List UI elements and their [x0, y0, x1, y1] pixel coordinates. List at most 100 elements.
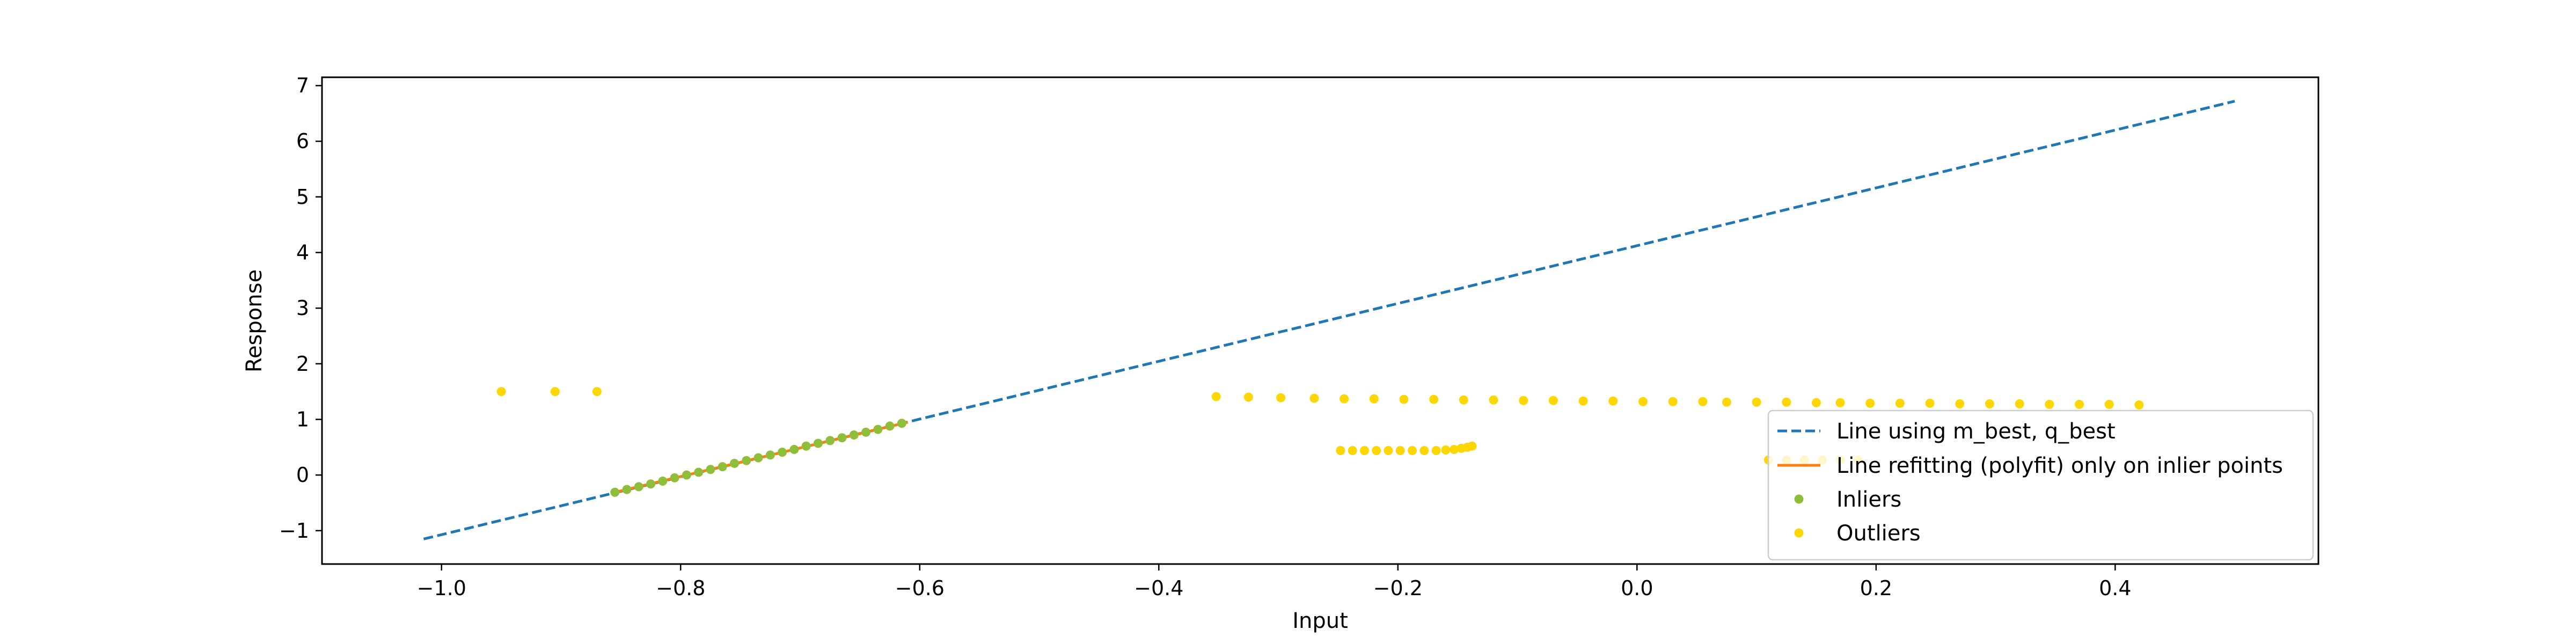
inlier-point — [646, 479, 656, 489]
outlier-point — [1548, 396, 1558, 405]
inlier-point — [825, 436, 835, 445]
x-tick-label: 0.0 — [1621, 576, 1653, 600]
inlier-point — [778, 448, 787, 457]
outlier-point — [1348, 446, 1357, 456]
outlier-point — [1336, 446, 1345, 456]
outlier-point — [2045, 400, 2054, 409]
inlier-point — [730, 458, 740, 468]
outlier-point — [1608, 396, 1618, 406]
inlier-point — [861, 427, 871, 437]
outlier-point — [2015, 399, 2024, 408]
inlier-point — [622, 485, 632, 494]
inlier-point — [706, 465, 715, 474]
outlier-point — [1955, 399, 1965, 408]
outlier-point — [1384, 446, 1393, 456]
outlier-point — [1309, 393, 1319, 403]
outlier-point — [1399, 394, 1409, 404]
inlier-point — [849, 430, 859, 440]
outlier-point — [1925, 398, 1935, 408]
outlier-point — [2134, 400, 2144, 410]
legend-box — [1767, 409, 2314, 561]
outlier-point — [1395, 446, 1405, 456]
outlier-point — [1668, 397, 1678, 406]
outlier-point — [1811, 398, 1821, 407]
y-axis-label: Response — [242, 269, 267, 372]
outlier-point — [1276, 393, 1285, 402]
x-tick-label: −0.4 — [1134, 576, 1183, 600]
outlier-point — [1722, 397, 1731, 407]
outlier-point — [1211, 392, 1221, 401]
axes-frame — [321, 76, 2319, 565]
inlier-point — [753, 453, 763, 463]
y-tick-label: 6 — [296, 129, 309, 153]
inlier-point — [682, 470, 691, 480]
y-tick-label: 5 — [296, 185, 309, 209]
y-tick-label: 1 — [296, 407, 309, 431]
outlier-point — [1638, 397, 1648, 406]
inlier-point — [658, 477, 668, 486]
outlier-point — [1782, 397, 1791, 407]
outlier-point — [2104, 400, 2114, 409]
x-tick-label: −0.6 — [895, 576, 945, 600]
outlier-point — [2074, 400, 2084, 409]
inlier-point — [694, 467, 704, 477]
outlier-point — [1489, 395, 1498, 405]
outlier-point — [1372, 446, 1381, 456]
x-tick-label: −0.2 — [1373, 576, 1423, 600]
outlier-point — [496, 387, 506, 397]
y-axis: −1 0 1 2 3 4 5 6 7 — [279, 74, 322, 543]
inlier-point — [837, 433, 847, 443]
outlier-point — [1895, 398, 1905, 408]
inlier-point — [718, 462, 727, 472]
outlier-point — [1698, 397, 1708, 406]
outlier-point — [1752, 397, 1761, 407]
legend-swatch-marker — [1794, 494, 1804, 504]
outlier-point — [1459, 395, 1468, 405]
outlier-point — [1467, 441, 1477, 451]
outlier-point — [1340, 394, 1349, 404]
outlier-point — [1449, 444, 1459, 454]
inlier-point — [765, 450, 775, 460]
inlier-point — [885, 421, 895, 431]
inlier-point — [670, 473, 679, 482]
inlier-point — [873, 425, 883, 434]
legend-swatch-marker — [1794, 528, 1804, 538]
x-tick-label: −0.8 — [656, 576, 705, 600]
outlier-point — [1578, 396, 1588, 406]
inlier-point — [610, 487, 620, 497]
outlier-point — [1369, 394, 1379, 404]
legend-entry-line-m-best-q-best: Line using m_best, q_best — [1836, 419, 2116, 444]
legend: Line using m_best, q_best Line refitting … — [1767, 409, 2314, 561]
outlier-point — [592, 387, 602, 397]
inlier-point — [813, 438, 823, 448]
outlier-point — [1243, 392, 1253, 402]
x-tick-label: 0.2 — [1860, 576, 1892, 600]
y-tick-label: 3 — [296, 296, 309, 320]
y-tick-label: 4 — [296, 241, 309, 265]
plot-area — [423, 100, 2235, 540]
x-axis-label: Input — [1292, 609, 1348, 633]
inlier-point — [897, 419, 906, 428]
outlier-point — [1408, 446, 1417, 456]
outlier-point — [550, 387, 560, 397]
x-tick-label: −1.0 — [417, 576, 466, 600]
legend-entry-outliers: Outliers — [1836, 521, 1921, 546]
outlier-point — [1429, 394, 1439, 404]
outlier-point — [1865, 398, 1875, 408]
outlier-point — [1419, 446, 1429, 456]
inlier-point — [801, 441, 811, 451]
y-tick-label: 0 — [296, 463, 309, 487]
legend-entry-refit-line: Line refitting (polyfit) only on inlier … — [1836, 453, 2283, 478]
outlier-point — [1835, 398, 1845, 407]
outlier-point — [1441, 445, 1451, 455]
outlier-point — [1359, 446, 1369, 456]
y-tick-label: −1 — [279, 519, 309, 543]
y-tick-label: 7 — [296, 74, 309, 98]
outlier-point — [1985, 399, 1994, 408]
x-tick-label: 0.4 — [2099, 576, 2131, 600]
outlier-point — [1519, 396, 1528, 405]
inlier-point — [634, 482, 643, 492]
legend-entry-inliers: Inliers — [1836, 487, 1901, 512]
y-tick-label: 2 — [296, 352, 309, 376]
